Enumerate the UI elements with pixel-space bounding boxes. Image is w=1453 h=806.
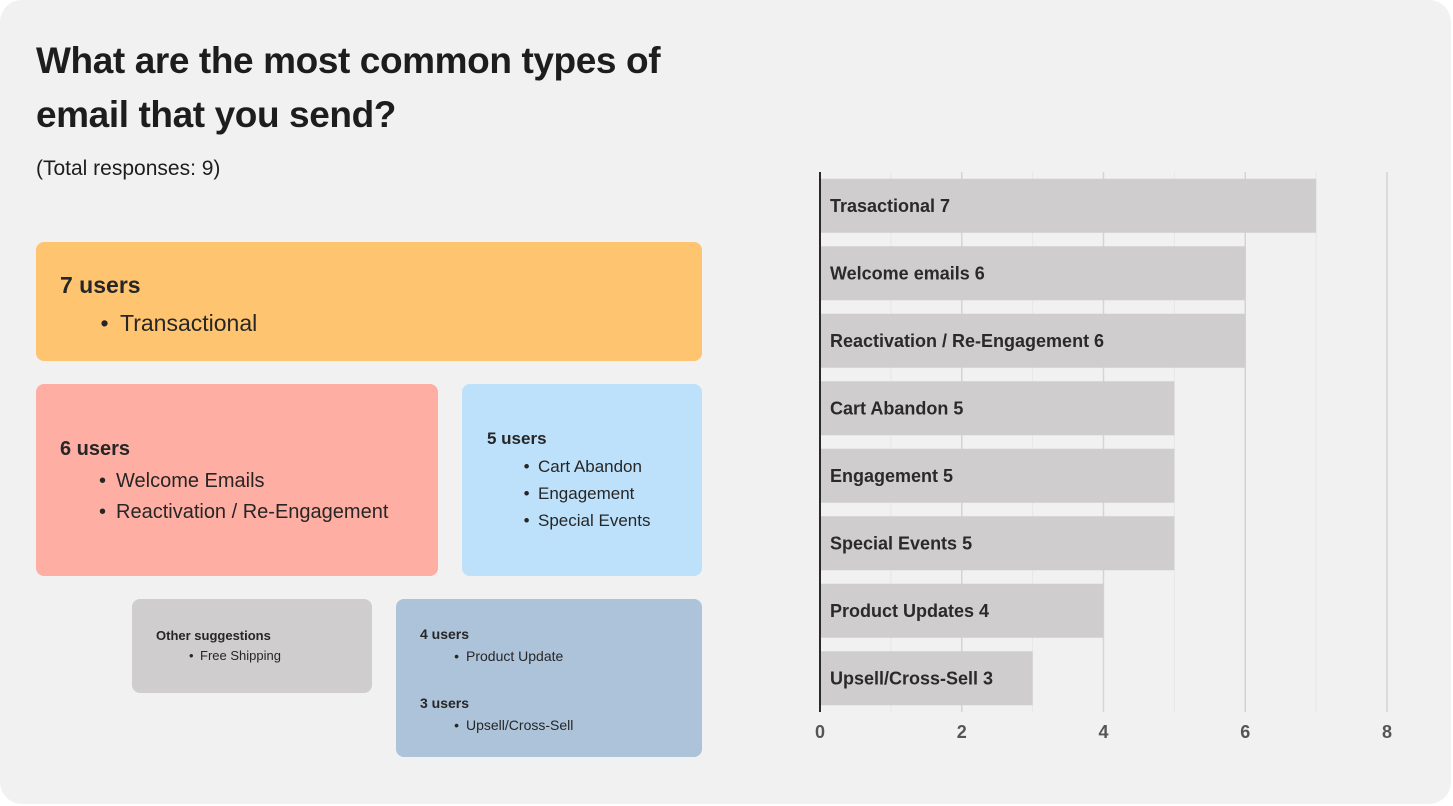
card-heading: 3 users — [420, 695, 470, 711]
card-list: Welcome Emails Reactivation / Re-Engagem… — [60, 466, 414, 528]
card-list: Transactional — [60, 308, 678, 338]
card-6-users: 6 users Welcome Emails Reactivation / Re… — [36, 384, 438, 576]
card-heading: 6 users — [60, 438, 131, 460]
card-heading: 7 users — [60, 272, 141, 298]
bar — [820, 246, 1246, 301]
bar-label: Engagement 5 — [830, 466, 953, 486]
bar-label: Cart Abandon 5 — [830, 398, 963, 418]
bar — [820, 381, 1175, 436]
bar — [820, 178, 1317, 233]
bar-label: Reactivation / Re-Engagement 6 — [830, 331, 1104, 351]
card-heading: Other suggestions — [156, 628, 271, 643]
card-heading: 4 users — [420, 626, 470, 642]
bar — [820, 313, 1246, 368]
bar-label: Product Updates 4 — [830, 601, 989, 621]
bar — [820, 516, 1175, 571]
bar — [820, 448, 1175, 503]
bar-chart: Trasactional 7 Welcome emails 6 Reactivati… — [790, 160, 1430, 760]
list-item: Upsell/Cross-Sell — [454, 715, 678, 735]
card-5-users: 5 users Cart Abandon Engagement Special … — [462, 384, 702, 576]
list-item: Reactivation / Re-Engagement — [99, 497, 414, 528]
list-item: Free Shipping — [189, 646, 348, 666]
bar — [820, 583, 1104, 638]
card-list: Upsell/Cross-Sell — [420, 715, 678, 735]
bar-chart-svg: Trasactional 7 Welcome emails 6 Reactivati… — [815, 172, 1392, 742]
card-list: Product Update — [420, 646, 678, 666]
bars — [819, 172, 1317, 712]
list-item: Product Update — [454, 646, 678, 666]
bar-label: Welcome emails 6 — [830, 263, 985, 283]
card-list: Cart Abandon Engagement Special Events — [487, 453, 677, 534]
bar-label: Upsell/Cross-Sell 3 — [830, 668, 993, 688]
card-other-suggestions: Other suggestions Free Shipping — [132, 599, 372, 693]
card-4-3-users: 4 users Product Update 3 users Upsell/Cr… — [396, 599, 702, 757]
x-tick-label: 8 — [1382, 722, 1392, 742]
list-item: Special Events — [524, 507, 677, 534]
bar-label: Special Events 5 — [830, 533, 972, 553]
page-title: What are the most common types of email … — [36, 40, 661, 135]
card-7-users: 7 users Transactional — [36, 242, 702, 361]
x-tick-label: 4 — [1098, 722, 1108, 742]
bar — [820, 651, 1033, 706]
x-tick-label: 6 — [1240, 722, 1250, 742]
card-heading: 5 users — [487, 429, 547, 448]
list-item: Transactional — [100, 308, 678, 338]
list-item: Engagement — [524, 480, 677, 507]
x-tick-label: 0 — [815, 722, 825, 742]
bar-labels: Trasactional 7 Welcome emails 6 Reactivati… — [830, 196, 1104, 689]
card-list: Free Shipping — [156, 646, 348, 666]
x-tick-label: 2 — [957, 722, 967, 742]
total-responses: (Total responses: 9) — [36, 157, 221, 180]
list-item: Cart Abandon — [524, 453, 677, 480]
list-item: Welcome Emails — [99, 466, 414, 497]
x-tick-labels: 0 2 4 6 8 — [815, 722, 1392, 742]
bar-label: Trasactional 7 — [830, 196, 950, 216]
